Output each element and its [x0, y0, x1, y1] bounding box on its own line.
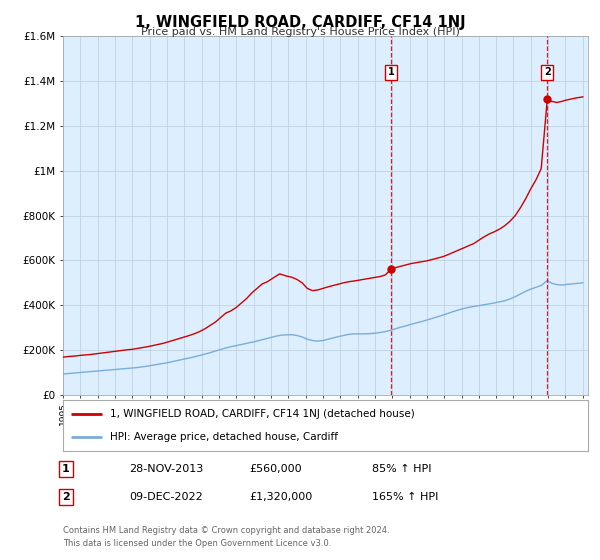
Text: 2: 2	[544, 67, 551, 77]
Text: 2: 2	[62, 492, 70, 502]
Text: 1: 1	[388, 67, 394, 77]
Text: 165% ↑ HPI: 165% ↑ HPI	[372, 492, 439, 502]
Text: 09-DEC-2022: 09-DEC-2022	[129, 492, 203, 502]
Text: £1,320,000: £1,320,000	[249, 492, 312, 502]
Text: This data is licensed under the Open Government Licence v3.0.: This data is licensed under the Open Gov…	[63, 539, 331, 548]
Text: 85% ↑ HPI: 85% ↑ HPI	[372, 464, 431, 474]
Text: HPI: Average price, detached house, Cardiff: HPI: Average price, detached house, Card…	[110, 432, 338, 442]
Text: 1, WINGFIELD ROAD, CARDIFF, CF14 1NJ: 1, WINGFIELD ROAD, CARDIFF, CF14 1NJ	[134, 15, 466, 30]
Text: 1: 1	[62, 464, 70, 474]
Text: £560,000: £560,000	[249, 464, 302, 474]
Text: Contains HM Land Registry data © Crown copyright and database right 2024.: Contains HM Land Registry data © Crown c…	[63, 526, 389, 535]
Text: Price paid vs. HM Land Registry's House Price Index (HPI): Price paid vs. HM Land Registry's House …	[140, 27, 460, 37]
Text: 1, WINGFIELD ROAD, CARDIFF, CF14 1NJ (detached house): 1, WINGFIELD ROAD, CARDIFF, CF14 1NJ (de…	[110, 409, 415, 419]
Text: 28-NOV-2013: 28-NOV-2013	[129, 464, 203, 474]
